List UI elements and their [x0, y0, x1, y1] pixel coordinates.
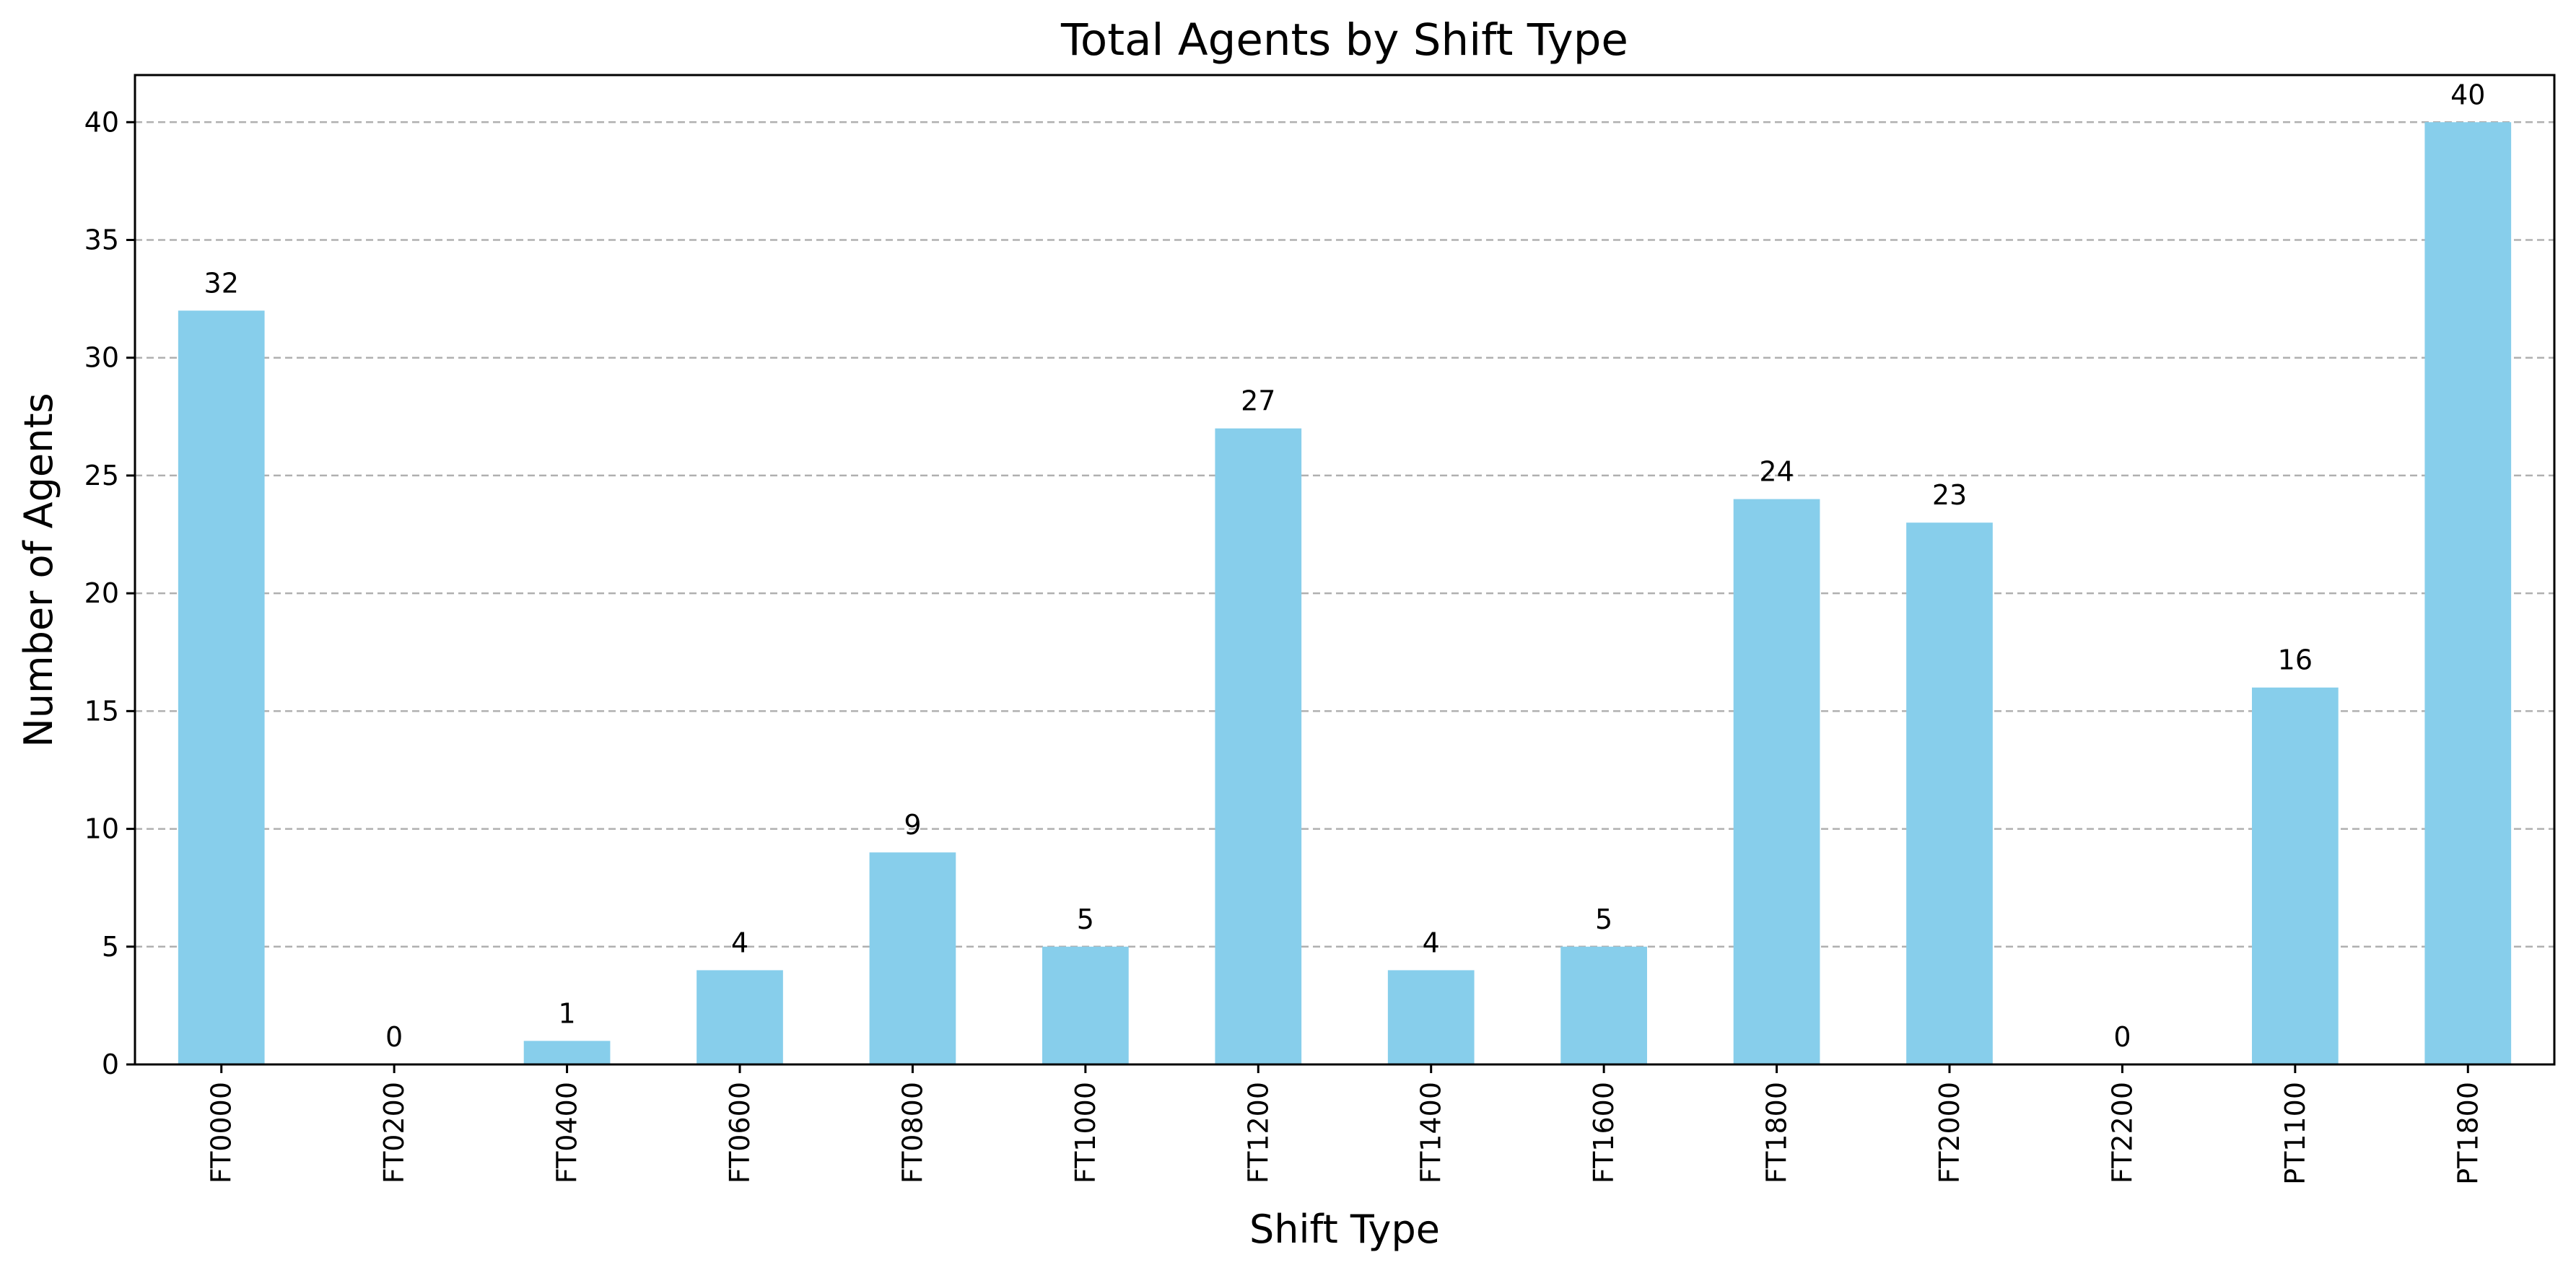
y-axis-label: Number of Agents	[16, 393, 61, 747]
x-tick-label: FT1400	[1415, 1082, 1447, 1184]
bar	[697, 970, 783, 1064]
y-axis-ticks: 0 5 10 15 20 25 30 35 40	[84, 106, 135, 1080]
bar	[2252, 687, 2339, 1064]
bar	[523, 1041, 611, 1064]
bar	[1560, 946, 1647, 1064]
data-label: 4	[731, 927, 748, 958]
y-tick-label: 10	[84, 813, 119, 845]
y-tick-label: 40	[84, 106, 119, 138]
y-tick-label: 0	[102, 1049, 119, 1080]
grid-lines	[135, 121, 2554, 948]
y-tick-label: 35	[84, 224, 119, 256]
y-tick-label: 5	[102, 931, 119, 963]
bars	[178, 122, 2512, 1064]
x-tick-label: FT1200	[1242, 1082, 1274, 1184]
y-tick-label: 15	[84, 695, 119, 727]
x-axis-label: Shift Type	[1249, 1207, 1440, 1252]
data-label: 27	[1241, 385, 1275, 417]
x-tick-label: FT0200	[378, 1082, 410, 1184]
bar	[2424, 122, 2512, 1064]
data-label: 24	[1759, 456, 1794, 488]
x-axis-ticks: FT0000 FT0200 FT0400 FT0600 FT0800 FT1000 FT12…	[206, 1064, 2484, 1185]
data-labels: 32 0 1 4 9 5 27 4 5 24 23 0 16 40	[204, 79, 2486, 1053]
data-label: 1	[558, 997, 575, 1029]
bar	[1387, 970, 1475, 1064]
data-label: 4	[1423, 927, 1440, 958]
chart-title: Total Agents by Shift Type	[1060, 14, 1628, 66]
y-tick-label: 20	[84, 577, 119, 609]
x-tick-label: PT1800	[2452, 1082, 2484, 1185]
bar	[1215, 428, 1302, 1064]
x-tick-label: FT1000	[1070, 1082, 1101, 1184]
x-tick-label: FT2000	[1934, 1082, 1965, 1184]
y-tick-label: 30	[84, 342, 119, 374]
x-tick-label: FT2200	[2106, 1082, 2138, 1184]
bar	[869, 852, 956, 1064]
x-tick-label: FT0000	[206, 1082, 237, 1184]
data-label: 5	[1077, 904, 1094, 935]
data-label: 5	[1595, 904, 1612, 935]
data-label: 0	[385, 1021, 403, 1053]
plot-frame	[134, 74, 2556, 1066]
bar	[1042, 946, 1129, 1064]
data-label: 16	[2278, 644, 2313, 676]
x-tick-label: FT0600	[724, 1082, 756, 1184]
x-tick-label: FT0800	[896, 1082, 928, 1184]
y-tick-label: 25	[84, 460, 119, 491]
data-label: 40	[2450, 79, 2485, 110]
x-tick-label: PT1100	[2279, 1082, 2311, 1185]
x-tick-label: FT1600	[1588, 1082, 1620, 1184]
data-label: 32	[204, 267, 239, 299]
data-label: 23	[1932, 479, 1967, 511]
bar	[1733, 499, 1820, 1064]
x-tick-label: FT1800	[1761, 1082, 1793, 1184]
data-label: 0	[2113, 1021, 2131, 1053]
bar	[1906, 522, 1993, 1064]
x-tick-label: FT0400	[551, 1082, 583, 1184]
bar	[178, 310, 265, 1064]
data-label: 9	[904, 809, 921, 841]
